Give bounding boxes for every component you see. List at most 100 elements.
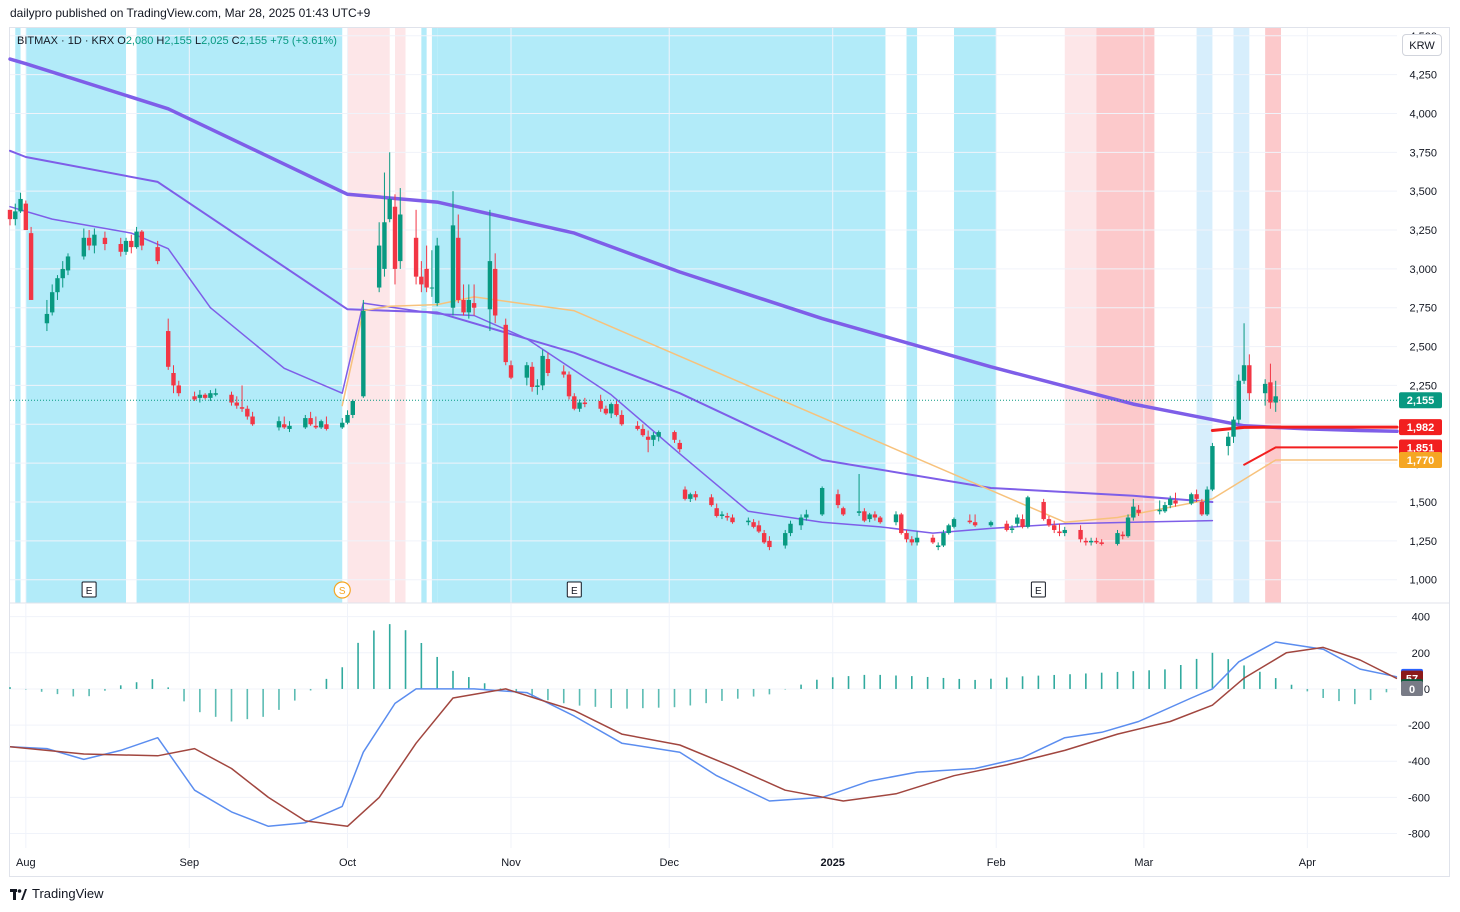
macd-value-text: 0 <box>1409 684 1415 696</box>
price-axis: 1,0001,2501,5001,7502,0002,2502,5002,750… <box>1409 31 1437 587</box>
candle-body <box>345 414 350 423</box>
open-label: O <box>117 35 126 47</box>
candle-body <box>1241 365 1247 381</box>
candle-body <box>614 404 619 415</box>
background-band <box>1233 28 1250 603</box>
currency-button[interactable]: KRW <box>1402 34 1442 56</box>
candle-body <box>1041 501 1046 520</box>
price-tick-label: 1,500 <box>1409 497 1437 509</box>
price-label-text: 1,770 <box>1407 455 1435 467</box>
candle-body <box>487 261 493 310</box>
price-tick-label: 4,250 <box>1409 70 1437 82</box>
macd-tick-label: 0 <box>1424 684 1430 696</box>
candle-body <box>429 287 435 289</box>
candle-body <box>434 245 440 304</box>
candle-body <box>1189 494 1194 504</box>
candle-body <box>23 203 29 231</box>
candle-body <box>461 299 466 313</box>
candle-body <box>1083 540 1089 543</box>
macd-tick-label: -400 <box>1408 756 1430 768</box>
background-bands <box>15 28 1281 603</box>
candle-body <box>81 237 87 257</box>
time-tick-label: Mar <box>1134 857 1153 869</box>
background-band <box>954 28 997 603</box>
candle-body <box>387 198 392 220</box>
candle-body <box>413 237 419 277</box>
low-label: L <box>194 35 202 47</box>
split-marker-label: S <box>339 586 346 597</box>
candle-body <box>540 355 545 386</box>
candle-body <box>392 206 398 269</box>
candle-body <box>972 522 978 526</box>
tradingview-footer[interactable]: TradingView <box>10 886 104 901</box>
moving-average-line <box>9 205 1214 534</box>
candle-body <box>1015 517 1020 524</box>
candle-body <box>197 394 203 398</box>
candle-body <box>1204 489 1210 515</box>
candle-body <box>909 539 915 543</box>
candle-body <box>1062 529 1067 534</box>
macd-tick-label: -800 <box>1408 829 1430 841</box>
candle-body <box>492 268 498 316</box>
candle-body <box>155 247 160 262</box>
candle-body <box>609 404 614 414</box>
price-tick-label: 3,500 <box>1409 186 1437 198</box>
candle-body <box>529 366 535 387</box>
candle-body <box>682 489 688 499</box>
candle-body <box>1025 497 1031 527</box>
earnings-marker-label: E <box>86 586 93 597</box>
candle-body <box>761 533 767 543</box>
candle-body <box>28 233 34 300</box>
candle-body <box>1262 383 1268 394</box>
candle-body <box>1088 540 1094 543</box>
price-tick-label: 1,000 <box>1409 575 1437 587</box>
candle-body <box>398 214 403 262</box>
candle-body <box>656 432 661 437</box>
macd-tick-label: 200 <box>1412 648 1430 660</box>
earnings-marker-icon <box>1030 581 1046 598</box>
price-tick-label: 1,250 <box>1409 536 1437 548</box>
candle-body <box>318 421 324 428</box>
candle-body <box>935 545 941 548</box>
background-band <box>25 28 127 603</box>
symbol-label[interactable]: BITMAX · 1D · KRX <box>17 35 115 47</box>
earnings-marker-label: E <box>571 586 578 597</box>
price-tick-label: 3,750 <box>1409 147 1437 159</box>
candle-body <box>1004 523 1009 530</box>
candle-body <box>308 418 313 425</box>
candle-body <box>1157 509 1162 512</box>
price-tick-label: 4,000 <box>1409 108 1437 120</box>
time-tick-label: Dec <box>659 857 679 869</box>
candle-body <box>1125 517 1131 537</box>
background-band <box>394 28 406 603</box>
candle-body <box>783 533 788 546</box>
price-label-text: 1,982 <box>1407 422 1435 434</box>
candle-body <box>941 533 946 546</box>
candle-body <box>788 523 793 534</box>
candle-body <box>450 225 456 308</box>
candle-body <box>841 508 846 515</box>
price-tick-label: 2,250 <box>1409 380 1437 392</box>
candle-body <box>176 385 181 394</box>
macd-line <box>9 641 1398 828</box>
close-label: C <box>231 35 240 47</box>
candle-body <box>767 540 772 548</box>
candle-body <box>598 400 603 409</box>
candle-body <box>139 231 145 246</box>
candle-body <box>350 400 355 415</box>
candle-body <box>872 514 878 518</box>
candle-body <box>582 402 588 405</box>
candle-body <box>535 385 540 387</box>
candle-body <box>719 514 725 516</box>
candle-body <box>44 313 50 324</box>
moving-average-line <box>1210 425 1399 432</box>
candle-body <box>798 517 804 526</box>
moving-average-line <box>341 296 1398 523</box>
candle-body <box>424 268 429 288</box>
candle-body <box>1046 519 1052 526</box>
candle-body <box>202 394 208 398</box>
candle-body <box>988 522 994 526</box>
candle-body <box>419 276 424 285</box>
